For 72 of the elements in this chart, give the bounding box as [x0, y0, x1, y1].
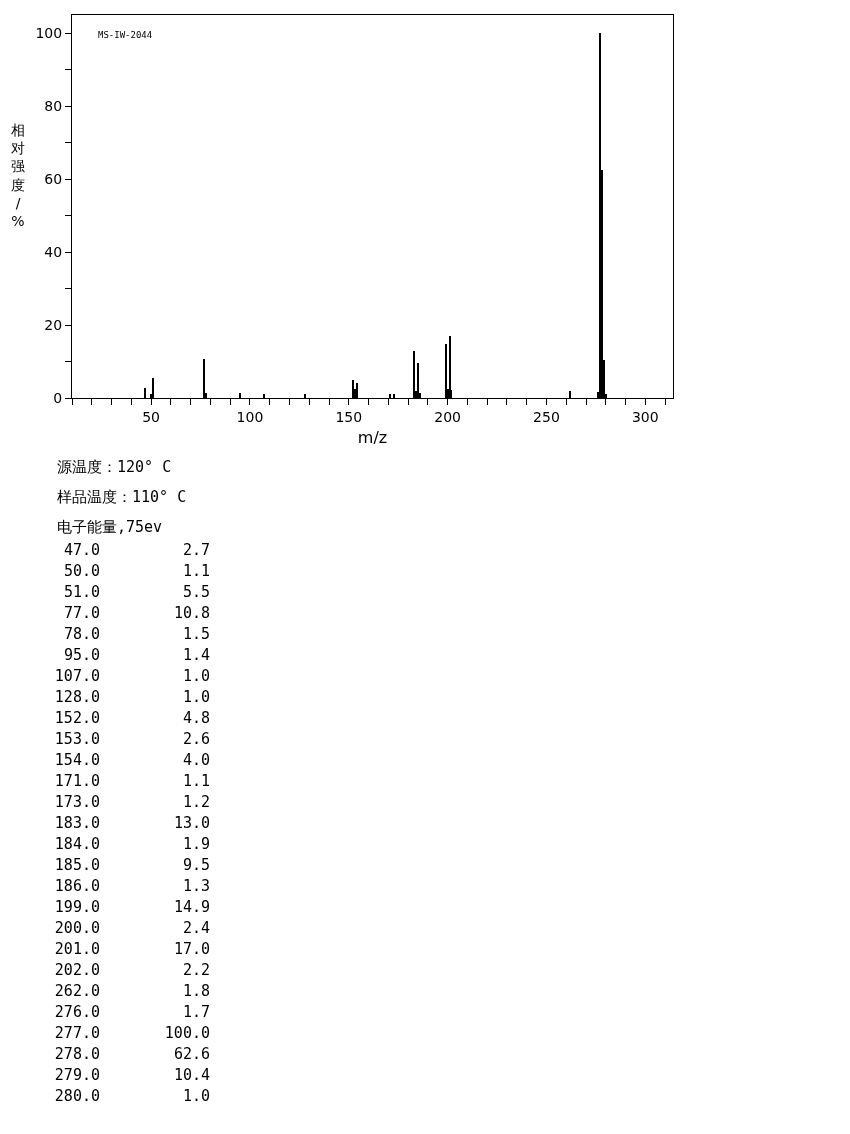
text: 152.0: [53, 708, 100, 729]
text: 1.3: [181, 876, 210, 897]
y-tick-label: 80: [44, 98, 63, 115]
x-tick-label: 250: [533, 408, 560, 425]
text: 4.8: [181, 708, 210, 729]
text: 47.0: [62, 540, 100, 561]
text: 14.9: [172, 897, 210, 918]
y-tick-label: 100: [35, 25, 63, 42]
text: 2.6: [181, 729, 210, 750]
text: 153.0: [53, 729, 100, 750]
text: 17.0: [172, 939, 210, 960]
text: 262.0: [53, 981, 100, 1002]
text: 1.4: [181, 645, 210, 666]
text: 278.0: [53, 1044, 100, 1065]
text: 185.0: [53, 855, 100, 876]
text: 280.0: [53, 1086, 100, 1107]
text: 9.5: [181, 855, 210, 876]
text: 1.1: [181, 771, 210, 792]
text: 1.7: [181, 1002, 210, 1023]
y-tick-label: 40: [44, 244, 63, 260]
text: 77.0: [62, 603, 100, 624]
text: 10.8: [172, 603, 210, 624]
text: 107.0: [53, 666, 100, 687]
x-tick-label: 150: [335, 408, 363, 425]
text: 1.0: [181, 1086, 210, 1107]
x-tick-label: 50: [142, 408, 160, 425]
text: 10.4: [172, 1065, 210, 1086]
text: 202.0: [53, 960, 100, 981]
text: 186.0: [53, 876, 100, 897]
text: 128.0: [53, 687, 100, 708]
text: 201.0: [53, 939, 100, 960]
annotation: MS-IW-2044: [98, 30, 153, 40]
text: 4.0: [181, 750, 210, 771]
text: 184.0: [53, 834, 100, 855]
text: 13.0: [172, 813, 210, 834]
text: 276.0: [53, 1002, 100, 1023]
text: 95.0: [62, 645, 100, 666]
text: 200.0: [53, 918, 100, 939]
text: 1.8: [181, 981, 210, 1002]
text: 51.0: [62, 582, 100, 603]
text: 电子能量,75ev: [57, 518, 164, 537]
text: 154.0: [53, 750, 100, 771]
text: 1.9: [181, 834, 210, 855]
text: 5.5: [181, 582, 210, 603]
text: 277.0: [53, 1023, 100, 1044]
y-tick-label: 0: [53, 389, 63, 406]
x-tick-label: 200: [434, 408, 461, 425]
text: 183.0: [53, 813, 100, 834]
text: 199.0: [53, 897, 100, 918]
text: 1.0: [181, 687, 210, 708]
text: 1.5: [181, 624, 210, 645]
text: 78.0: [62, 624, 100, 645]
y-tick-label: 20: [44, 316, 63, 333]
text: 1.0: [181, 666, 210, 687]
text: 62.6: [172, 1044, 210, 1065]
text: 2.7: [181, 540, 210, 561]
text: 2.4: [181, 918, 210, 939]
text: 100.0: [163, 1023, 210, 1044]
text: 171.0: [53, 771, 100, 792]
y-axis-title: 相对强度/%: [11, 122, 25, 229]
text: 50.0: [62, 561, 100, 582]
x-axis-title: m/z: [357, 428, 388, 448]
y-tick-label: 60: [44, 171, 63, 188]
x-tick-label: 100: [236, 408, 264, 425]
text: 源温度：120° C: [57, 458, 173, 477]
text: 1.2: [181, 792, 210, 813]
text: 1.1: [181, 561, 210, 582]
text: 样品温度：110° C: [57, 488, 188, 507]
x-tick-label: 300: [631, 408, 659, 425]
text: 2.2: [181, 960, 210, 981]
text: 173.0: [53, 792, 100, 813]
text: 279.0: [53, 1065, 100, 1086]
